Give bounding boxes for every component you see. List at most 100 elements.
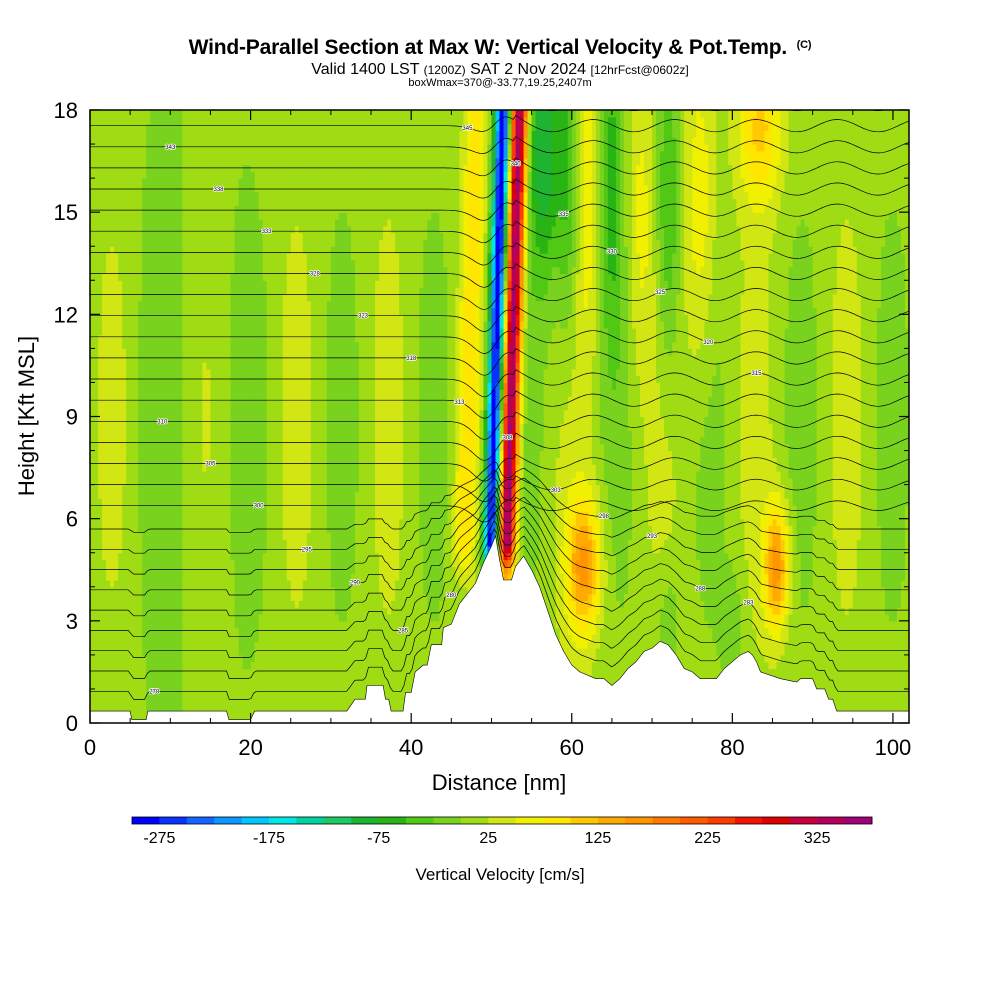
w-field-cell xyxy=(824,627,830,636)
w-field-cell xyxy=(222,641,228,649)
w-field-cell xyxy=(375,634,380,642)
w-field-cell xyxy=(812,593,818,601)
w-field-cell xyxy=(559,614,565,622)
w-field-cell xyxy=(716,607,721,615)
w-field-cell xyxy=(836,695,842,704)
w-field-cell xyxy=(812,661,818,670)
w-field-cell xyxy=(230,579,236,588)
w-field-cell xyxy=(310,661,316,670)
w-field-cell xyxy=(684,627,689,636)
w-field-cell xyxy=(864,702,870,710)
w-field-cell xyxy=(748,579,754,588)
w-field-cell xyxy=(210,552,216,561)
w-field-cell xyxy=(627,648,633,656)
w-field-cell xyxy=(178,600,183,608)
w-field-cell xyxy=(812,627,818,636)
w-field-cell xyxy=(150,688,155,697)
w-field-cell xyxy=(652,586,657,595)
w-field-cell xyxy=(567,600,573,608)
w-field-cell xyxy=(134,688,139,697)
w-field-cell xyxy=(760,559,766,567)
w-field-cell xyxy=(876,648,882,656)
w-field-cell xyxy=(736,559,741,567)
w-field-cell xyxy=(298,668,304,676)
w-field-cell xyxy=(423,573,428,581)
w-field-cell xyxy=(587,668,593,676)
w-field-cell xyxy=(892,593,898,601)
w-field-cell xyxy=(764,661,770,670)
w-field-cell xyxy=(848,682,854,690)
w-field-cell xyxy=(840,641,846,649)
w-field-cell xyxy=(334,607,340,615)
w-field-cell xyxy=(876,593,882,601)
w-field-cell xyxy=(812,668,818,676)
w-field-cell xyxy=(218,579,224,588)
w-field-cell xyxy=(214,627,220,636)
w-field-cell xyxy=(379,559,384,567)
w-field-cell xyxy=(266,688,272,697)
w-field-cell xyxy=(387,586,392,595)
w-field-cell xyxy=(551,614,557,622)
w-field-cell xyxy=(178,675,183,683)
w-field-cell xyxy=(780,668,786,676)
w-field-cell xyxy=(198,695,204,704)
w-field-cell xyxy=(262,573,268,581)
w-field-cell xyxy=(98,654,103,663)
w-field-cell xyxy=(154,661,159,670)
w-field-cell xyxy=(764,634,770,642)
w-field-cell xyxy=(246,627,252,636)
w-field-cell xyxy=(350,641,356,649)
w-field-cell xyxy=(567,579,573,588)
w-field-cell xyxy=(114,654,119,663)
w-field-cell xyxy=(780,593,786,601)
w-field-cell xyxy=(222,695,228,704)
w-field-cell xyxy=(310,682,316,690)
w-field-cell xyxy=(828,668,834,676)
w-field-cell xyxy=(174,675,179,683)
w-field-cell xyxy=(808,648,814,656)
w-field-cell xyxy=(246,566,252,574)
w-field-cell xyxy=(656,579,661,588)
w-field-cell xyxy=(403,627,408,636)
w-field-cell xyxy=(599,641,605,649)
w-field-cell xyxy=(146,682,151,690)
w-field-cell xyxy=(764,600,770,608)
w-field-cell xyxy=(258,620,264,629)
w-field-cell xyxy=(804,586,810,595)
w-field-cell xyxy=(648,573,653,581)
w-field-cell xyxy=(688,586,693,595)
w-field-cell xyxy=(126,648,131,656)
w-field-cell xyxy=(190,661,195,670)
w-field-cell xyxy=(672,559,677,567)
w-field-cell xyxy=(451,566,456,574)
w-field-cell xyxy=(423,586,428,595)
w-field-cell xyxy=(371,675,376,683)
w-field-cell xyxy=(804,566,810,574)
w-field-cell xyxy=(354,586,360,595)
w-field-cell xyxy=(346,593,352,601)
w-field-cell xyxy=(860,566,866,574)
w-field-cell xyxy=(178,641,183,649)
w-field-cell xyxy=(852,688,858,697)
w-field-cell xyxy=(118,627,123,636)
w-field-cell xyxy=(230,586,236,595)
w-field-cell xyxy=(896,668,902,676)
w-field-cell xyxy=(824,648,830,656)
w-field-cell xyxy=(692,641,697,649)
w-field-cell xyxy=(363,579,368,588)
w-field-cell xyxy=(816,627,822,636)
w-field-cell xyxy=(399,695,404,704)
w-field-cell xyxy=(242,586,248,595)
w-field-cell xyxy=(844,688,850,697)
w-field-cell xyxy=(286,668,292,676)
w-field-cell xyxy=(872,682,878,690)
w-field-cell xyxy=(162,702,167,710)
w-field-cell xyxy=(704,593,709,601)
w-field-cell xyxy=(407,620,412,629)
w-field-cell xyxy=(459,586,464,595)
w-field-cell xyxy=(740,614,745,622)
w-field-cell xyxy=(218,614,224,622)
w-field-cell xyxy=(407,661,412,670)
w-field-cell xyxy=(571,566,577,574)
w-field-cell xyxy=(302,579,308,588)
